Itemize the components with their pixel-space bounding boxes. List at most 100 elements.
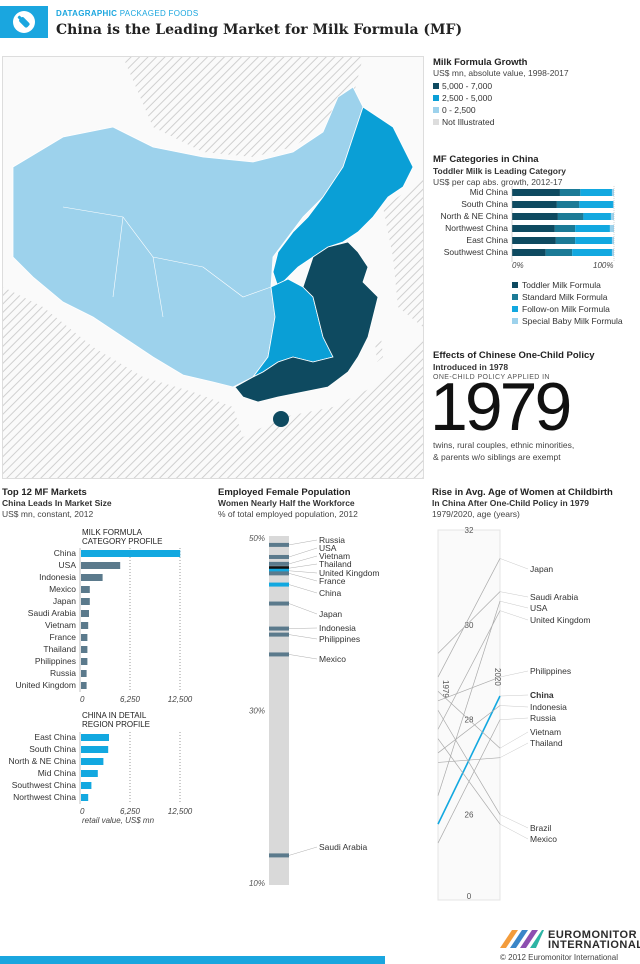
- categories-subtitle: Toddler Milk is Leading Category: [433, 166, 567, 176]
- slope-line: [437, 558, 501, 678]
- leader-line: [499, 742, 529, 758]
- legend-label: Special Baby Milk Formula: [522, 316, 623, 326]
- slope-label: Thailand: [530, 738, 563, 748]
- bar-label: South China: [29, 744, 76, 754]
- map-legend-item: 0 - 2,500: [433, 105, 476, 115]
- legend-swatch: [433, 107, 439, 113]
- category-bar-segment: [580, 189, 612, 196]
- category-bar-segment: [611, 249, 614, 256]
- slope-label: Mexico: [530, 834, 557, 844]
- tick-label: 0: [80, 695, 85, 704]
- tick-label: 12,500: [168, 807, 193, 816]
- tick-label: 12,500: [168, 695, 193, 704]
- top12-subtitle: China Leads In Market Size: [2, 498, 112, 508]
- childbirth-title: Rise in Avg. Age of Women at Childbirth: [432, 487, 613, 498]
- leader-line: [288, 539, 318, 546]
- female-label: Mexico: [319, 654, 346, 664]
- female-label: Thailand: [319, 559, 352, 569]
- map-legend-item: 2,500 - 5,000: [433, 93, 492, 103]
- female-marker: [269, 554, 289, 559]
- leader-line: [499, 705, 529, 708]
- bar-label: USA: [59, 560, 77, 570]
- china-map: [2, 56, 424, 479]
- region-mid-ne: [272, 106, 414, 288]
- female-label: France: [319, 576, 346, 586]
- top12-note: US$ mn, constant, 2012: [2, 509, 94, 519]
- bar-label: Saudi Arabia: [28, 608, 76, 618]
- slope-line: [437, 757, 501, 763]
- section2-sub: REGION PROFILE: [82, 720, 151, 729]
- bar: [81, 782, 92, 789]
- category-bar-segment: [575, 237, 612, 244]
- bar-label: Mexico: [49, 584, 76, 594]
- leader-line: [288, 846, 318, 856]
- leader-line: [499, 591, 529, 598]
- category-bar-segment: [575, 225, 610, 232]
- strip-background: [269, 536, 289, 885]
- leader-line: [288, 573, 318, 582]
- category-bar-segment: [512, 189, 560, 196]
- leader-line: [288, 547, 318, 558]
- tick-label: 6,250: [120, 695, 141, 704]
- bar: [81, 586, 90, 593]
- categories-chart: Mid China South China North & NE China Nort…: [440, 186, 615, 262]
- bar-label: Japan: [53, 596, 76, 606]
- region-light: [12, 86, 364, 388]
- bar: [81, 562, 121, 569]
- section1-title: MILK FORMULA: [82, 528, 143, 537]
- category-bar-segment: [572, 249, 612, 256]
- category-bar-segment: [559, 189, 581, 196]
- leader-line: [288, 555, 318, 565]
- right-year-label: 2020: [493, 668, 502, 686]
- bar: [81, 734, 109, 741]
- category-bar-segment: [609, 225, 614, 232]
- top12-title: Top 12 MF Markets: [2, 487, 87, 498]
- slope-label: Russia: [530, 713, 556, 723]
- header-tag: DATAGRAPHIC PACKAGED FOODS: [56, 9, 199, 18]
- bar: [81, 574, 103, 581]
- bar: [81, 622, 89, 629]
- tick-label: 10%: [249, 879, 265, 888]
- left-year-label: 1979: [441, 680, 450, 698]
- bar-label: East China: [34, 732, 76, 742]
- one-child-year: 1979: [430, 369, 572, 445]
- category-bar-segment: [545, 249, 573, 256]
- legend-label: 2,500 - 5,000: [442, 93, 493, 103]
- female-title: Employed Female Population: [218, 487, 351, 498]
- legend-swatch: [512, 282, 518, 288]
- female-marker: [269, 568, 289, 573]
- category-bar-segment: [554, 225, 576, 232]
- female-marker: [269, 571, 289, 576]
- bar: [81, 758, 104, 765]
- leader-line: [499, 731, 529, 749]
- region-dark: [234, 241, 379, 403]
- tick-label: 26: [465, 811, 474, 820]
- map-legend-subtitle: US$ mn, absolute value, 1998-2017: [433, 68, 569, 78]
- bar-label: North & NE China: [8, 756, 76, 766]
- bar: [81, 598, 90, 605]
- slope-label: Indonesia: [530, 702, 567, 712]
- categories-note: US$ per cap abs. growth, 2012-17: [433, 177, 563, 187]
- slope-line: [437, 676, 501, 702]
- category-label: Southwest China: [444, 247, 509, 257]
- legend-label: Follow-on Milk Formula: [522, 304, 610, 314]
- category-legend-item: Follow-on Milk Formula: [512, 304, 610, 314]
- leader-line: [499, 694, 529, 697]
- female-marker: [269, 632, 289, 637]
- map-legend-title: Milk Formula Growth: [433, 57, 528, 68]
- bar: [81, 794, 89, 801]
- category-bar-segment: [579, 201, 613, 208]
- bar-label: Russia: [50, 668, 76, 678]
- bar: [81, 770, 98, 777]
- category-label: Northwest China: [445, 223, 508, 233]
- tick-label: 32: [465, 526, 474, 535]
- category-bar-segment: [557, 213, 584, 220]
- one-child-note-1: twins, rural couples, ethnic minorities,: [433, 440, 575, 450]
- female-chart: 50% 30% 10% RussiaUSAVietnamThailandUnited …: [249, 534, 380, 888]
- category-legend-item: Toddler Milk Formula: [512, 280, 601, 290]
- bar: [81, 746, 109, 753]
- slope-label: Philippines: [530, 666, 571, 676]
- page-title: China is the Leading Market for Milk For…: [56, 22, 463, 38]
- category-bar-segment: [512, 225, 555, 232]
